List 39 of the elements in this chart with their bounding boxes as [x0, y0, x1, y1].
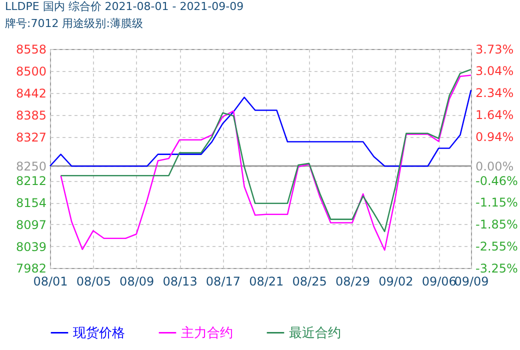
y-tick-label: 8327	[16, 130, 46, 144]
legend-label: 主力合约	[181, 324, 233, 341]
legend-label: 现货价格	[73, 326, 125, 341]
y2-tick-label: 0.00%	[476, 160, 514, 174]
y2-tick-label: -3.25%	[476, 262, 518, 276]
x-tick-label: 08/13	[162, 274, 198, 288]
y2-tick-label: 3.04%	[476, 64, 514, 78]
y-tick-label: 8558	[16, 42, 46, 56]
y-tick-label: 8250	[16, 160, 46, 174]
y-tick-label: 8500	[16, 64, 46, 79]
y-tick-label: 8039	[16, 240, 46, 254]
y2-tick-label: -1.85%	[476, 218, 518, 232]
x-tick-label: 08/05	[76, 274, 111, 288]
y2-tick-label: 2.34%	[476, 86, 514, 100]
y-tick-label: 8154	[16, 196, 46, 210]
y2-tick-label: -2.55%	[476, 240, 518, 254]
x-tick-label: 09/02	[378, 274, 414, 288]
y2-tick-label: 3.73%	[476, 42, 514, 56]
x-tick-label: 08/09	[120, 274, 154, 288]
chart-subtitle: 牌号:7012 用途级别:薄膜级	[5, 17, 143, 30]
chart-title: LLDPE 国内 综合价 2021-08-01 - 2021-09-09	[5, 0, 244, 13]
y2-tick-label: -0.46%	[476, 174, 518, 188]
y-tick-label: 8442	[16, 86, 46, 101]
y-tick-label: 8097	[16, 218, 46, 232]
y2-tick-label: 0.94%	[476, 130, 514, 144]
x-tick-label: 08/01	[33, 274, 68, 288]
y2-tick-label: -1.15%	[476, 196, 518, 210]
line-series	[49, 89, 472, 167]
x-tick-label: 08/29	[335, 274, 370, 288]
y-tick-label: 7982	[16, 262, 46, 276]
x-tick-label: 09/06	[422, 274, 456, 288]
x-tick-label: 08/21	[249, 274, 284, 288]
y-tick-label: 8212	[16, 174, 46, 188]
x-tick-label: 08/17	[206, 274, 241, 288]
x-tick-label: 09/09	[454, 274, 489, 288]
y-tick-label: 8385	[16, 108, 46, 122]
legend-label: 最近合约	[289, 326, 341, 341]
x-tick-label: 08/25	[292, 274, 327, 288]
y2-tick-label: 1.64%	[476, 108, 514, 122]
